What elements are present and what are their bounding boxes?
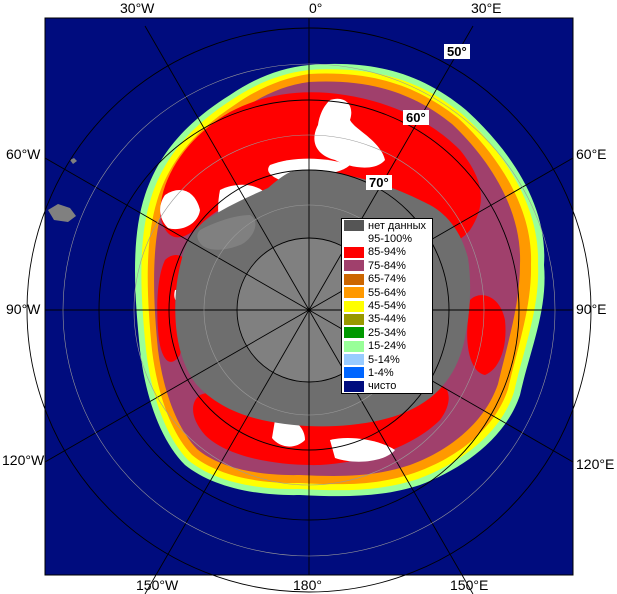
legend-swatch <box>344 380 364 392</box>
legend-label: 1-4% <box>368 366 394 379</box>
lon-label-180: 180° <box>293 577 322 593</box>
lon-label-150w: 150°W <box>136 577 179 593</box>
legend-label: 35-44% <box>368 313 406 326</box>
legend-label: 75-84% <box>368 259 406 272</box>
legend-swatch <box>344 367 364 379</box>
lon-label-90e: 90°E <box>576 301 607 317</box>
legend-item: 65-74% <box>342 273 432 286</box>
legend-label: 65-74% <box>368 273 406 286</box>
lon-label-30e: 30°E <box>471 0 502 16</box>
lon-label-120w: 120°W <box>2 452 45 468</box>
legend-label: 5-14% <box>368 353 400 366</box>
legend-swatch <box>344 220 364 232</box>
lat-label-50: 50° <box>444 44 470 59</box>
legend-swatch <box>344 260 364 272</box>
legend-swatch <box>344 273 364 285</box>
legend-item: 45-54% <box>342 299 432 312</box>
legend-swatch <box>344 246 364 258</box>
legend: нет данных 95-100% 85-94% 75-84% 65-74% 55-64… <box>341 218 433 395</box>
legend-item: 55-64% <box>342 286 432 299</box>
legend-label: 55-64% <box>368 286 406 299</box>
legend-swatch <box>344 327 364 339</box>
legend-item: 5-14% <box>342 353 432 366</box>
legend-item: нет данных <box>342 219 432 232</box>
legend-item: 85-94% <box>342 246 432 259</box>
lat-label-70: 70° <box>366 175 392 190</box>
legend-swatch <box>344 233 364 245</box>
legend-item: 15-24% <box>342 340 432 353</box>
legend-label: чисто <box>368 380 397 393</box>
legend-swatch <box>344 340 364 352</box>
lon-label-0: 0° <box>309 0 323 16</box>
legend-item: 95-100% <box>342 232 432 245</box>
legend-swatch <box>344 313 364 325</box>
legend-label: 85-94% <box>368 246 406 259</box>
lon-label-150e: 150°E <box>450 577 489 593</box>
lon-label-120e: 120°E <box>576 456 615 472</box>
lon-label-90w: 90°W <box>6 301 41 317</box>
legend-item: 35-44% <box>342 313 432 326</box>
lat-label-60: 60° <box>403 110 429 125</box>
lon-label-60e: 60°E <box>576 146 607 162</box>
lon-label-30w: 30°W <box>120 0 155 16</box>
legend-swatch <box>344 287 364 299</box>
legend-item: 25-34% <box>342 326 432 339</box>
legend-label: 15-24% <box>368 340 406 353</box>
legend-label: 45-54% <box>368 300 406 313</box>
legend-swatch <box>344 300 364 312</box>
legend-item: 1-4% <box>342 366 432 379</box>
legend-label: 25-34% <box>368 326 406 339</box>
legend-label: 95-100% <box>368 233 413 246</box>
legend-swatch <box>344 354 364 366</box>
graticule <box>26 18 592 594</box>
legend-label: нет данных <box>368 219 427 232</box>
lon-label-60w: 60°W <box>6 146 41 162</box>
legend-item: чисто <box>342 380 432 393</box>
legend-item: 75-84% <box>342 259 432 272</box>
